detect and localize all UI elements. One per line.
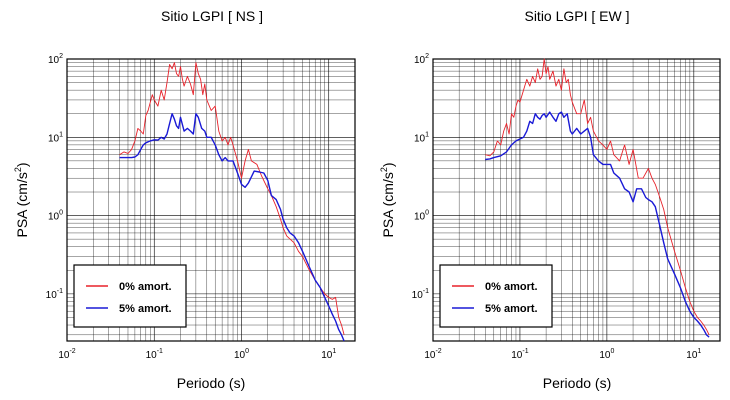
legend-entry: 5% amort.: [119, 303, 172, 315]
legend-box: [439, 264, 553, 328]
y-tick-label: 10-1: [412, 288, 429, 301]
x-tick-label: 10-1: [146, 348, 163, 361]
legend-entry: 5% amort.: [485, 303, 538, 315]
x-axis-label: Periodo (s): [177, 375, 245, 391]
x-tick-label: 100: [599, 348, 614, 361]
y-tick-label: 102: [414, 53, 429, 66]
y-tick-label: 100: [48, 210, 63, 223]
chart-title: Sitio LGPI [ NS ]: [161, 8, 263, 24]
series-line-damped: [485, 111, 710, 338]
y-tick-label: 102: [48, 53, 63, 66]
series-line-undamped: [119, 62, 345, 335]
x-tick-label: 100: [234, 348, 249, 361]
y-axis-label: PSA (cm/s2): [379, 162, 396, 237]
y-tick-label: 100: [414, 210, 429, 223]
plot-frame: [432, 58, 721, 342]
x-tick-label: 101: [686, 348, 701, 361]
y-tick-label: 101: [414, 131, 429, 144]
legend-box: [73, 264, 187, 328]
x-tick-label: 10-1: [511, 348, 528, 361]
x-axis-label: Periodo (s): [543, 375, 611, 391]
legend: 0% amort. 5% amort.: [439, 264, 553, 328]
legend-entry: 0% amort.: [485, 281, 538, 293]
x-tick-label: 10-2: [424, 348, 441, 361]
x-tick-label: 10-2: [58, 348, 75, 361]
chart-title: Sitio LGPI [ EW ]: [524, 8, 629, 24]
y-tick-label: 101: [48, 131, 63, 144]
grid: [66, 58, 356, 341]
legend-entry: 0% amort.: [119, 281, 172, 293]
series-line-undamped: [485, 58, 710, 336]
y-tick-label: 10-1: [46, 288, 63, 301]
plot-frame: [66, 58, 356, 342]
chart-ew: Sitio LGPI [ EW ] 10-2 10-1 100 101 10-1 100 10…: [379, 8, 721, 391]
legend: 0% amort. 5% amort.: [73, 264, 187, 328]
y-axis-label: PSA (cm/s2): [13, 162, 30, 237]
chart-ns: Sitio LGPI [ NS ] 10-2 10-1 100 101 10-1 100 10…: [13, 8, 356, 391]
series-line-damped: [119, 112, 345, 342]
x-tick-label: 101: [321, 348, 336, 361]
